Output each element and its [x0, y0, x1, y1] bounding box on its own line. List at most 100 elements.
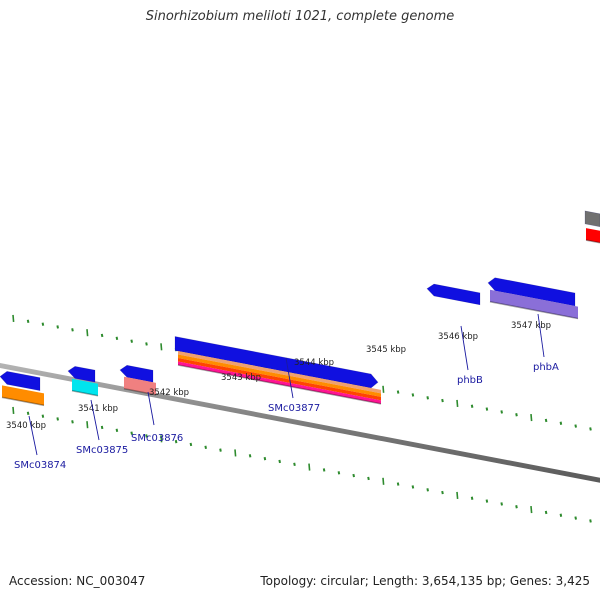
upper-row-minor-tick [574, 424, 577, 428]
upper-row-minor-tick [470, 404, 474, 408]
lower-row-minor-tick [174, 439, 178, 444]
lower-row-major-tick [308, 463, 311, 471]
upper-row-minor-tick [130, 339, 133, 343]
upper-row-minor-tick [559, 421, 563, 425]
upper-row-minor-tick [100, 333, 104, 338]
gene-arrow-SMc03876[interactable] [119, 364, 154, 383]
upper-row-minor-tick [411, 393, 415, 397]
upper-row-minor-tick [441, 398, 444, 403]
lower-row-minor-tick [396, 482, 400, 486]
lower-row-minor-tick [470, 496, 474, 500]
upper-row-major-tick [12, 314, 15, 323]
gene-label-SMc03875[interactable]: SMc03875 [76, 445, 128, 456]
gene-track[interactable] [0, 210, 600, 392]
lower-row-minor-tick [441, 490, 444, 495]
upper-row-major-tick [530, 414, 533, 422]
feature-bar-SMc03876[interactable] [124, 376, 156, 395]
lower-row-major-tick [530, 506, 533, 514]
upper-row-minor-tick [426, 396, 429, 400]
feature-shadow [123, 387, 157, 396]
scale-label: 3544 kbp [294, 358, 334, 368]
lower-row-minor-tick [574, 516, 577, 520]
feature-bar-SMc03877[interactable] [178, 351, 381, 394]
lower-row-minor-tick [145, 434, 148, 438]
lower-row-major-tick [234, 449, 237, 457]
upper-row-minor-tick [145, 342, 148, 346]
feature-shadow [1, 396, 45, 407]
gene-label-SMc03876[interactable]: SMc03876 [131, 433, 183, 444]
upper-row-minor-tick [26, 319, 30, 324]
tick-marks [12, 314, 592, 523]
gene-label-phbB[interactable]: phbB [457, 375, 483, 386]
scale-label: 3540 kbp [6, 421, 46, 431]
feature-bar-SMc03877[interactable] [178, 354, 381, 397]
lower-row-minor-tick [41, 414, 45, 418]
upper-row-minor-tick [589, 427, 592, 431]
map-title: Sinorhizobium meliloti 1021, complete ge… [145, 9, 455, 24]
gene-arrow[interactable] [584, 210, 600, 228]
lower-row-minor-tick [26, 411, 30, 416]
lower-row-minor-tick [500, 502, 503, 506]
lower-row-minor-tick [189, 442, 193, 447]
upper-row-minor-tick [485, 407, 489, 411]
lower-row-major-tick [160, 435, 163, 443]
upper-row-minor-tick [544, 418, 548, 423]
feature-bar-SMc03875[interactable] [72, 378, 98, 396]
lower-row-minor-tick [337, 471, 341, 475]
feature-bar-SMc03877[interactable] [178, 361, 381, 404]
lower-row-minor-tick [71, 420, 74, 424]
gene-arrow-SMc03877[interactable] [174, 336, 379, 389]
lower-row-minor-tick [544, 510, 548, 515]
upper-row-major-tick [382, 385, 385, 393]
leader-line [28, 415, 38, 456]
feature-track[interactable] [1, 228, 600, 407]
gene-label-SMc03877[interactable]: SMc03877 [268, 403, 320, 414]
upper-row-minor-tick [71, 328, 74, 332]
upper-row-minor-tick [515, 413, 518, 417]
upper-row-minor-tick [396, 390, 400, 394]
genome-summary-text: Topology: circular; Length: 3,654,135 bp… [260, 574, 590, 588]
upper-row-minor-tick [500, 410, 503, 414]
lower-row-major-tick [456, 491, 459, 499]
gene-arrow-SMc03874[interactable] [0, 371, 41, 392]
feature-shadow [585, 239, 600, 244]
gene-label-SMc03874[interactable]: SMc03874 [14, 460, 66, 471]
lower-row-minor-tick [589, 519, 592, 523]
lower-row-major-tick [86, 421, 89, 429]
upper-row-minor-tick [41, 322, 45, 326]
upper-row-minor-tick [56, 325, 59, 329]
leader-line [285, 357, 294, 399]
feature-bar-SMc03874[interactable] [2, 385, 44, 406]
lower-row-minor-tick [219, 448, 222, 452]
lower-row-minor-tick [278, 459, 281, 464]
scale-label: 3545 kbp [366, 345, 406, 355]
feature-bar-phbA[interactable] [490, 289, 578, 319]
feature-bar[interactable] [586, 228, 600, 243]
leader-line [147, 391, 155, 426]
leader-line [90, 399, 100, 441]
lower-row-minor-tick [115, 428, 119, 433]
lower-row-minor-tick [559, 513, 563, 517]
lower-row-minor-tick [130, 431, 133, 435]
lower-row-minor-tick [322, 468, 326, 472]
upper-row-major-tick [456, 399, 459, 407]
lower-row-minor-tick [56, 417, 59, 421]
lower-row-minor-tick [485, 499, 489, 503]
lower-row-minor-tick [100, 425, 104, 430]
scale-label: 3547 kbp [511, 321, 551, 331]
lower-row-minor-tick [411, 485, 415, 489]
scale-label: 3541 kbp [78, 404, 118, 414]
scale-label: 3542 kbp [149, 388, 189, 398]
lower-row-minor-tick [293, 462, 296, 466]
gene-arrow-phbA[interactable] [487, 277, 576, 307]
feature-bar-SMc03877[interactable] [178, 358, 381, 401]
lower-row-minor-tick [426, 488, 429, 492]
gene-arrow-SMc03875[interactable] [67, 366, 96, 383]
gene-label-phbA[interactable]: phbA [533, 362, 559, 373]
lower-row-major-tick [382, 477, 385, 485]
scale-label: 3546 kbp [438, 332, 478, 342]
gene-arrow-phbB[interactable] [426, 283, 481, 306]
lower-row-minor-tick [352, 473, 355, 478]
